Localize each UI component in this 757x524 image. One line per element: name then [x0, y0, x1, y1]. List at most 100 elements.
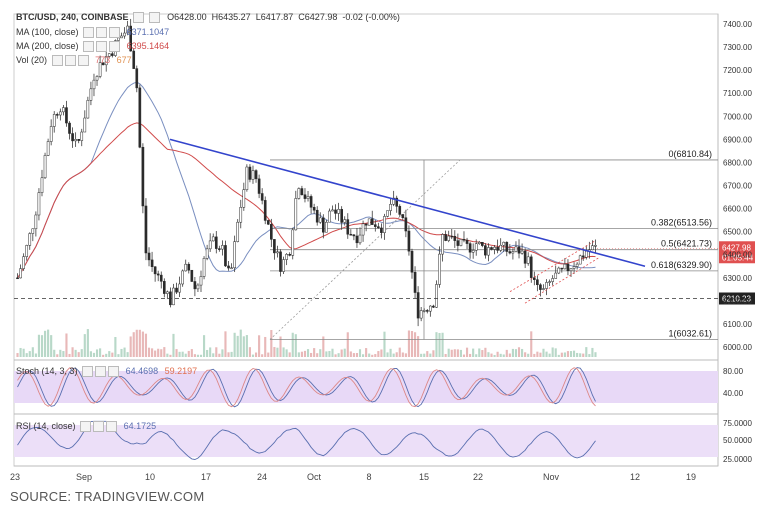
candle-down [248, 166, 252, 180]
volume-bar [322, 336, 325, 357]
volume-bar [417, 336, 420, 357]
candle-down [490, 247, 493, 250]
candle-down [147, 252, 151, 261]
ma200-label: MA (200, close) [16, 41, 79, 51]
volume-bar [407, 330, 411, 357]
candle-down [340, 209, 343, 223]
candle-up [447, 235, 451, 241]
candle-down [254, 170, 258, 180]
stoch-settings-icon[interactable] [82, 366, 94, 378]
candle-down [355, 235, 359, 244]
candle-up [245, 166, 249, 190]
volume-bar [178, 351, 181, 357]
candle-down [193, 281, 197, 290]
candle-up [34, 214, 38, 230]
volume-bar [276, 347, 279, 357]
ma200-visibility-icon[interactable] [96, 41, 108, 53]
volume-bar [92, 352, 96, 357]
volume-bar [481, 350, 484, 357]
candle-down [539, 284, 542, 290]
volume-bar [423, 353, 426, 357]
ma100-visibility-icon[interactable] [96, 27, 108, 39]
volume-bar [484, 347, 487, 357]
candle-up [584, 250, 588, 258]
volume-bar [291, 332, 294, 357]
fib-level-label: 0.382(6513.56) [651, 218, 712, 228]
candle-up [166, 291, 169, 294]
ohlc-open: 6428.00 [174, 12, 207, 22]
ma200-settings-icon[interactable] [83, 41, 95, 53]
volume-bar [138, 329, 141, 357]
price-tick-label: 6400.00 [723, 251, 752, 260]
candle-up [297, 188, 301, 199]
volume-bar [334, 354, 337, 357]
volume-visibility-icon[interactable] [64, 55, 76, 67]
candle-down [175, 287, 178, 293]
volume-bar [542, 348, 545, 357]
ma200-close-icon[interactable] [109, 41, 121, 53]
volume-bar [310, 352, 313, 357]
candle-down [288, 253, 292, 256]
candle-down [303, 194, 307, 199]
ma100-settings-icon[interactable] [83, 27, 95, 39]
volume-bar [65, 333, 68, 357]
candle-up [548, 281, 551, 283]
price-tick-label: 6000.00 [723, 343, 752, 352]
volume-bar [74, 349, 77, 357]
price-tick-label: 6100.00 [723, 320, 752, 329]
volume-bar [374, 354, 377, 357]
ma100-close-icon[interactable] [109, 27, 121, 39]
candle-down [484, 245, 487, 256]
volume-settings-icon[interactable] [51, 55, 63, 67]
volume-bar [117, 354, 120, 357]
volume-bar [123, 347, 126, 357]
volume-bar [264, 336, 267, 357]
volume-bar [469, 353, 472, 357]
candle-down [401, 214, 405, 218]
candle-up [211, 236, 215, 242]
candle-down [465, 239, 469, 244]
volume-label: Vol (20) [16, 55, 48, 65]
volume-bar [218, 353, 221, 357]
candle-down [410, 250, 414, 273]
candle-down [416, 292, 420, 319]
rsi-close-icon[interactable] [106, 421, 118, 433]
candle-up [92, 79, 96, 90]
candle-down [135, 68, 139, 89]
candle-down [532, 277, 536, 280]
candle-down [505, 241, 509, 252]
volume-close-icon[interactable] [77, 55, 89, 67]
stoch-close-icon[interactable] [108, 366, 120, 378]
ma100-line [17, 81, 596, 279]
candle-down [529, 256, 533, 278]
volume-bar [242, 336, 245, 357]
candle-down [481, 241, 484, 246]
rsi-visibility-icon[interactable] [93, 421, 105, 433]
candle-up [19, 268, 22, 279]
candle-up [325, 221, 328, 233]
candle-up [306, 196, 310, 199]
chart-settings-icon[interactable] [133, 12, 145, 24]
time-tick-label: 17 [201, 472, 211, 482]
candle-up [594, 245, 597, 247]
candle-up [419, 310, 423, 319]
volume-bar [37, 334, 41, 357]
current-price-box [719, 241, 755, 264]
rsi-tick-label: 25.0000 [723, 455, 752, 464]
time-tick-label: Oct [307, 472, 322, 482]
stoch-label: Stoch (14, 3, 3) [16, 366, 78, 376]
candle-down [536, 279, 539, 286]
candle-up [208, 240, 212, 250]
candle-down [270, 224, 273, 240]
chart-close-icon[interactable] [148, 12, 160, 24]
volume-bar [450, 349, 453, 357]
candle-up [98, 62, 102, 77]
candle-down [263, 200, 267, 221]
rsi-settings-icon[interactable] [80, 421, 92, 433]
volume-bar [557, 354, 560, 357]
volume-bar [539, 352, 542, 357]
volume-bar [569, 351, 573, 357]
stoch-visibility-icon[interactable] [95, 366, 107, 378]
rsi-tick-label: 75.0000 [723, 419, 752, 428]
candle-down [129, 25, 132, 52]
